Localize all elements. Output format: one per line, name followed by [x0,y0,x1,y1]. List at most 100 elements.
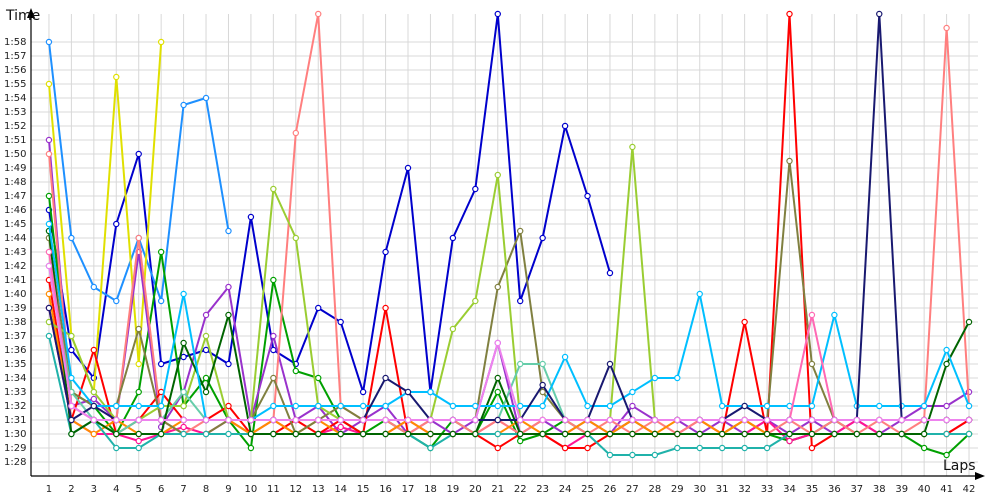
series-line [48,139,970,435]
data-point [157,402,165,410]
data-point [202,346,210,354]
data-point [135,416,142,424]
data-point [472,430,479,438]
data-point [494,402,501,410]
y-tick-label: 1:50 [4,149,26,160]
series-line [48,13,611,393]
data-point [629,430,636,438]
data-point [68,430,75,438]
x-tick-label: 1 [46,484,52,495]
data-point [225,402,232,410]
data-point [808,402,816,410]
data-point [45,150,53,158]
data-point [292,416,300,424]
data-point [292,367,300,375]
x-tick-label: 35 [806,484,819,495]
x-tick-label: 9 [225,484,231,495]
data-point [920,416,928,424]
y-tick-label: 1:55 [4,79,26,90]
x-tick-label: 15 [357,484,370,495]
y-tick-label: 1:49 [4,163,26,174]
data-point [651,451,659,459]
y-tick-label: 1:42 [4,261,26,272]
data-point [561,444,569,452]
data-point [696,430,703,438]
data-point [157,297,165,305]
data-point [943,451,950,459]
y-tick-label: 1:38 [4,317,26,328]
x-tick-label: 8 [203,484,209,495]
x-tick-label: 28 [648,484,661,495]
x-tick-label: 11 [267,484,280,495]
data-point [68,332,75,340]
x-tick-label: 10 [245,484,258,495]
data-point [113,73,120,81]
data-point [45,248,53,256]
y-tick-label: 1:46 [4,205,26,216]
data-point [786,10,793,18]
data-point [472,297,479,305]
x-tick-label: 3 [91,484,97,495]
y-tick-label: 1:58 [4,37,26,48]
data-point [270,374,277,382]
data-point [427,444,434,452]
data-point [494,171,501,179]
data-point [584,430,591,438]
data-point [292,430,300,438]
data-point [629,451,636,459]
data-point [247,430,255,438]
data-point [472,416,479,424]
data-point [965,402,973,410]
data-point [741,416,748,424]
data-point [494,339,501,347]
data-point [247,213,255,221]
data-point [113,444,120,452]
data-point [606,416,614,424]
data-point [696,416,703,424]
data-point [68,374,75,382]
y-tick-label: 1:56 [4,65,26,76]
data-point [494,388,501,396]
data-point [494,444,501,452]
data-point [45,220,53,228]
data-point [382,248,389,256]
data-point [270,416,277,424]
data-point [831,416,838,424]
data-point [943,430,950,438]
data-point [90,388,98,396]
data-point [90,395,98,403]
data-point [517,360,524,368]
y-tick-label: 1:44 [4,233,26,244]
data-point [494,430,501,438]
data-point [449,325,457,333]
y-tick-label: 1:43 [4,247,26,258]
data-point [920,402,928,410]
data-point [404,416,412,424]
y-tick-label: 1:51 [4,135,26,146]
data-point [247,444,255,452]
data-point [449,234,457,242]
data-point [315,374,322,382]
x-tick-label: 4 [113,484,119,495]
data-point [741,444,748,452]
data-point [517,227,524,235]
data-point [359,388,367,396]
data-point [943,416,950,424]
series-line [48,13,969,421]
data-point [606,360,614,368]
data-point [427,416,434,424]
data-point [180,423,187,431]
data-point [741,402,748,410]
x-tick-label: 25 [581,484,594,495]
data-point [898,430,905,438]
data-point [337,423,344,431]
data-point [202,430,210,438]
data-point [584,402,591,410]
x-axis-arrow-icon [975,472,985,480]
series-17 [45,10,973,424]
x-tick-label: 26 [604,484,617,495]
data-point [292,402,300,410]
data-point [45,136,53,144]
data-point [337,416,344,424]
x-tick-label: 38 [873,484,886,495]
